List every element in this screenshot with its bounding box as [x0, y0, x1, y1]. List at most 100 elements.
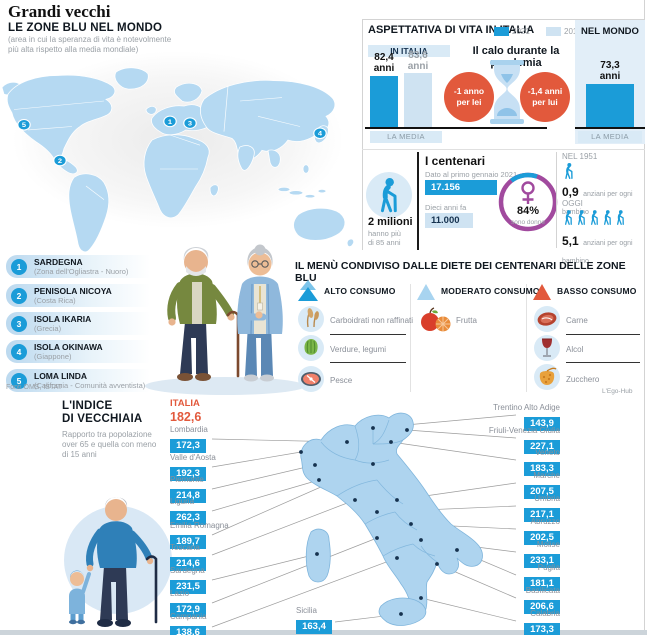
- svg-text:5: 5: [22, 123, 26, 129]
- zone-item-3: 3 ISOLA IKARIA (Grecia): [6, 312, 158, 335]
- italy-label: ITALIA: [170, 398, 200, 409]
- la-media-world: LA MEDIA: [578, 131, 642, 143]
- centenarians-title: I centenari: [425, 154, 486, 168]
- vegetables-label: Verdure, legumi: [330, 345, 387, 354]
- fish-icon: [298, 366, 324, 392]
- alcohol-label: Alcol: [566, 345, 584, 354]
- zone-number: 5: [11, 372, 27, 389]
- menu-divider-1: [410, 284, 411, 392]
- map-marker-5: 5: [17, 119, 31, 131]
- fish-label: Pesce: [330, 376, 353, 385]
- aging-subtitle: Rapporto tra popolazione over 65 e quell…: [62, 430, 157, 459]
- blue-zones-title: LE ZONE BLU NEL MONDO: [8, 22, 163, 34]
- centenarians-ago-bar: 11.000: [425, 213, 473, 228]
- centenarians-ago-label: Dieci anni fa: [425, 203, 467, 212]
- menu-title: IL MENÙ CONDIVISO DALLE DIETE DEI CENTEN…: [295, 260, 626, 284]
- ratio-today-value: 5,1: [562, 234, 579, 248]
- million-circle: [366, 172, 412, 218]
- zone-number: 3: [11, 315, 27, 332]
- panel-left-border: [362, 19, 363, 250]
- svg-text:4: 4: [318, 131, 322, 137]
- region-row-lombardia: Lombardia 172,3: [170, 425, 208, 453]
- region-row-campania: Campania 138,6: [170, 612, 206, 635]
- zone-detail: (Costa Rica): [34, 296, 76, 305]
- axis-italy: [365, 127, 547, 129]
- elder-icons-today: [562, 209, 627, 231]
- elder-icon-today: [575, 209, 588, 226]
- million-desc-1: hanno più: [368, 229, 401, 238]
- aging-title-1: L'INDICE: [62, 400, 113, 412]
- women-donut: 84% sono donne: [494, 168, 562, 241]
- bar-2019: [404, 73, 432, 128]
- zone-item-4: 4 ISOLA OKINAWA (Giappone): [6, 340, 158, 363]
- region-row-valle-daosta: Valle d'Aosta 192,3: [170, 453, 216, 481]
- elderly-man-figure: [167, 247, 240, 381]
- in-italia-header: IN ITALIA: [368, 45, 450, 57]
- high-consumption-header: ALTO CONSUMO: [324, 286, 396, 296]
- ratio-divider: [556, 152, 557, 248]
- region-row-veneto: Veneto 183,3: [524, 448, 560, 476]
- menu-divider-2: [526, 284, 527, 392]
- zone-number: 1: [11, 258, 27, 275]
- axis-world: [575, 127, 645, 129]
- legend-2021-label: 2021: [512, 27, 530, 36]
- la-media-italy: LA MEDIA: [370, 131, 442, 143]
- ratio-1951-value: 0,9: [562, 185, 579, 199]
- italy-landmass: [300, 412, 483, 626]
- zone-number: 2: [11, 287, 27, 304]
- centenarians-divider: [417, 152, 419, 250]
- blue-zones-subtitle: (area in cui la speranza di vita è notev…: [8, 35, 172, 54]
- meat-icon: [534, 306, 560, 332]
- zone-detail: (California - Comunità avventista): [34, 381, 146, 390]
- donut-label: sono donne: [511, 219, 545, 226]
- legend-2019-swatch: [546, 27, 561, 36]
- svg-text:1: 1: [168, 119, 172, 125]
- zone-number: 4: [11, 343, 27, 360]
- region-dots: [299, 426, 459, 616]
- elder-icon-today: [588, 209, 601, 226]
- centenarians-now-bar: 17.156: [425, 180, 497, 195]
- region-row-sicilia: Sicilia 163,4: [296, 606, 332, 634]
- elder-icon-today: [562, 209, 575, 226]
- zone-item-2: 2 PENISOLA NICOYA (Costa Rica): [6, 284, 158, 307]
- world-bar-value: 73,3 anni: [599, 60, 621, 82]
- carbs-icon: [298, 306, 324, 332]
- page-right-border: [644, 0, 645, 635]
- map-marker-3: 3: [183, 117, 197, 129]
- menu-separator: [566, 362, 640, 363]
- map-marker-2: 2: [53, 154, 67, 167]
- million-desc-2: di 85 anni: [368, 238, 401, 247]
- hourglass-icon: [488, 60, 526, 129]
- page-title: Grandi vecchi: [8, 2, 111, 21]
- bar-2021-value: 82,4 anni: [373, 52, 395, 74]
- zone-name: PENISOLA NICOYA: [34, 286, 112, 296]
- ratio-today-value-row: 5,1 anziani per ogni bambino: [562, 232, 646, 268]
- region-row-calabria: Calabria 173,3: [524, 609, 560, 635]
- panel-top-border: [362, 19, 645, 20]
- map-marker-4: 4: [313, 127, 327, 140]
- region-row-abruzzo: Abruzzo 202,5: [524, 517, 560, 545]
- region-row-toscana: Toscana 214,6: [170, 543, 206, 571]
- credit: L'Ego-Hub: [602, 388, 633, 395]
- ratio-today-header: OGGI: [562, 199, 583, 208]
- region-row-piemonte: Piemonte 214,8: [170, 475, 206, 503]
- zone-detail: (Grecia): [34, 324, 62, 333]
- child-figure: [69, 570, 91, 625]
- female-icon: [521, 181, 535, 204]
- zone-name: ISOLA IKARIA: [34, 314, 92, 324]
- life-expectancy-title: ASPETTATIVA DI VITA IN ITALIA: [368, 24, 535, 36]
- region-row-emilia-romagna: Emilia Romagna 189,7: [170, 521, 229, 549]
- world-bar: [586, 84, 634, 128]
- region-row-liguria: Liguria 262,3: [170, 497, 206, 525]
- legend-2019-label: 2019: [564, 27, 582, 36]
- glasses-icon: [251, 260, 269, 268]
- pandemic-him-badge: -1,4 anni per lui: [520, 72, 570, 122]
- zone-item-1: 1 SARDEGNA (Zona dell'Ogliastra - Nuoro): [6, 255, 158, 278]
- grandfather-figure: [86, 496, 158, 627]
- region-row-marche: Marche 207,5: [524, 471, 560, 499]
- sources: Fonti OMS, ISTAT: [6, 384, 63, 391]
- zone-name: ISOLA OKINAWA: [34, 342, 103, 352]
- italy-value-block: ITALIA 182,6: [170, 398, 201, 424]
- region-row-puglia: Puglia 181,1: [524, 563, 560, 591]
